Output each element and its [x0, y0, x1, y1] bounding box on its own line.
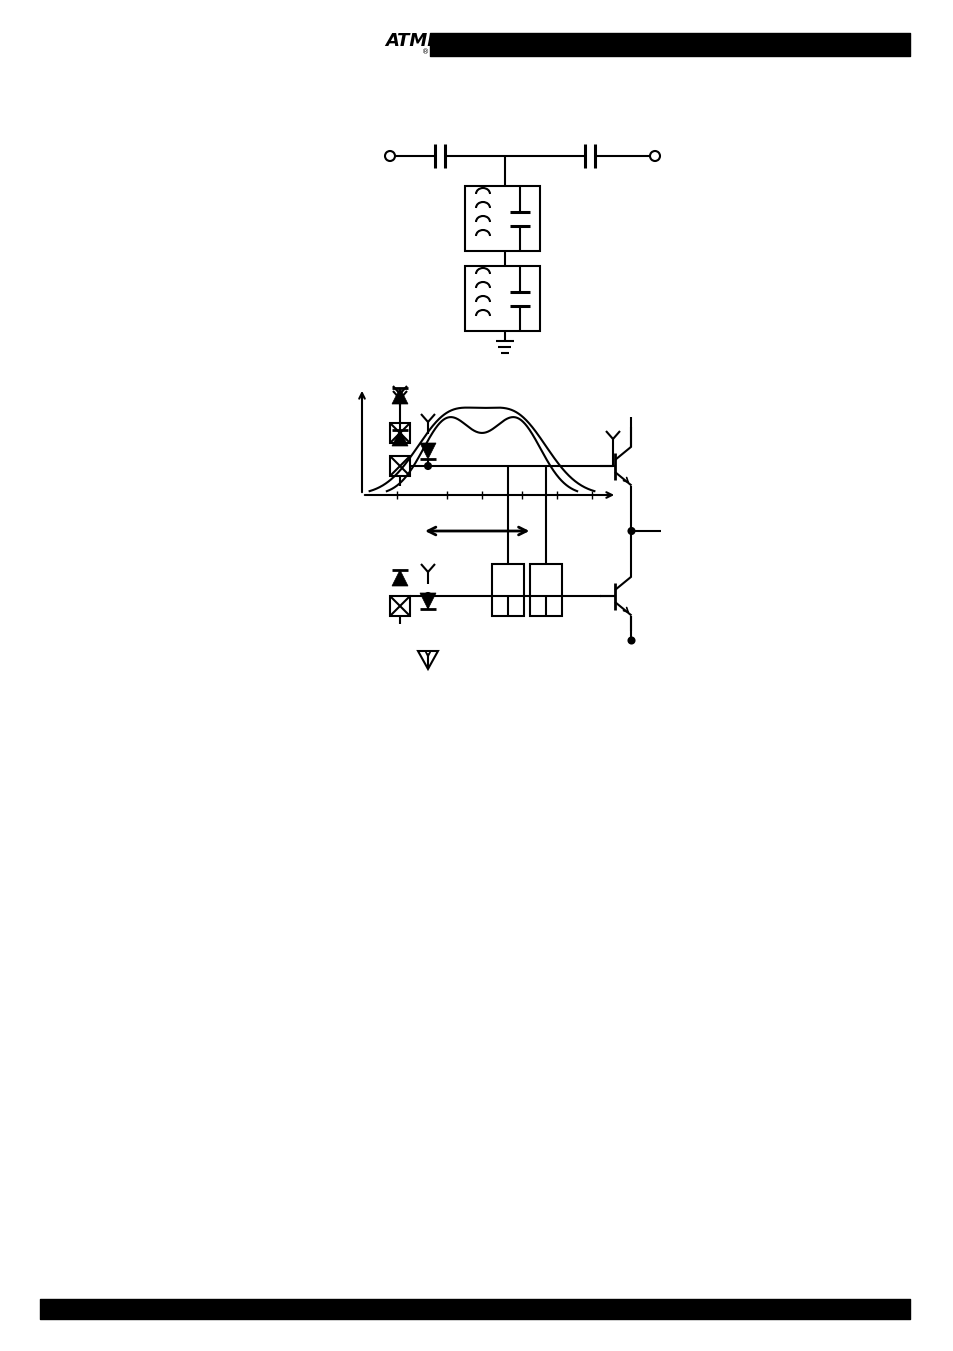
Bar: [390, 596, 410, 616]
Polygon shape: [419, 593, 436, 609]
Bar: [390, 457, 410, 476]
Bar: [492, 563, 523, 616]
Circle shape: [649, 151, 659, 161]
Bar: [464, 266, 539, 331]
Circle shape: [424, 463, 431, 469]
Text: ®: ®: [421, 49, 429, 55]
Circle shape: [424, 593, 431, 598]
Text: ATMEL: ATMEL: [385, 32, 451, 50]
Circle shape: [628, 528, 634, 534]
Circle shape: [385, 151, 395, 161]
Bar: [530, 563, 561, 616]
Polygon shape: [392, 388, 408, 404]
Polygon shape: [392, 430, 408, 446]
Bar: [464, 186, 539, 251]
Circle shape: [628, 638, 634, 643]
Polygon shape: [419, 443, 436, 459]
Bar: [390, 423, 410, 443]
Polygon shape: [392, 570, 408, 586]
